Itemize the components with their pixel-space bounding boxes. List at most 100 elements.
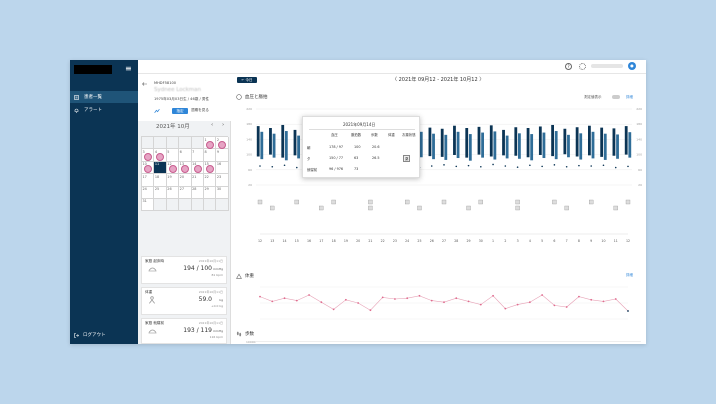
- x-tick-label: 4: [529, 239, 531, 243]
- calendar-day-26[interactable]: 26: [166, 186, 180, 199]
- reading-card-weight[interactable]: 体重 2021年10月11日 59.0 kg +0.0 kg: [141, 287, 227, 315]
- calendar-day-2[interactable]: 2: [216, 137, 229, 150]
- calendar-day-18[interactable]: 18: [154, 174, 167, 187]
- menu-icon[interactable]: ≡: [125, 64, 132, 73]
- x-tick-label: 7: [566, 239, 568, 243]
- patient-name: Sydnee Lockman: [154, 87, 201, 93]
- person-icon: [149, 296, 155, 304]
- pill-marker: [625, 199, 631, 205]
- calendar-day-6[interactable]: 6: [179, 149, 192, 162]
- calendar-day-9[interactable]: 9: [216, 149, 229, 162]
- calendar-cell-empty: [166, 198, 180, 212]
- x-tick-label: 10: [601, 239, 605, 243]
- weight-point: [295, 299, 298, 302]
- weight-point: [492, 294, 494, 297]
- sidebar-item-patients[interactable]: 患者一覧: [70, 91, 138, 103]
- sidebar-item-alerts[interactable]: アラート: [70, 104, 138, 116]
- date-range[interactable]: 〈 2021年 09月12 - 2021年 10月12 〉: [392, 77, 485, 83]
- x-tick-label: 3: [517, 239, 519, 243]
- pill-marker: [270, 205, 275, 211]
- calendar-day-16[interactable]: 16: [216, 161, 229, 175]
- x-tick-label: 5: [541, 239, 543, 243]
- x-tick-label: 17: [319, 239, 323, 243]
- weight-point: [479, 303, 482, 306]
- bar-morning: [551, 124, 554, 157]
- calendar-cell-empty: [179, 198, 192, 212]
- calendar-day-24[interactable]: 24: [142, 186, 155, 199]
- calendar-day-23[interactable]: 23: [216, 174, 229, 187]
- pulse-point: [541, 165, 543, 168]
- y-tick-label: 20: [248, 183, 252, 187]
- x-tick-label: 25: [417, 239, 421, 243]
- weight-point: [553, 304, 556, 307]
- calendar-day-5[interactable]: 5: [166, 149, 180, 162]
- calendar-day-21[interactable]: 21: [191, 174, 204, 187]
- calendar-day-3[interactable]: 3: [142, 149, 155, 162]
- bp-toggle[interactable]: [612, 95, 620, 99]
- bar-morning: [256, 126, 260, 157]
- bp-detail-link[interactable]: 詳細: [626, 95, 633, 99]
- calendar-day-29[interactable]: 29: [203, 186, 217, 199]
- chart-mode-icon[interactable]: [154, 108, 160, 114]
- pulse-point: [529, 164, 531, 167]
- calendar-day-12[interactable]: 12: [166, 161, 180, 175]
- calendar-day-15[interactable]: 15: [203, 161, 217, 175]
- card-title: 家庭 就寝前: [145, 321, 165, 325]
- calendar-day-31[interactable]: 31: [142, 198, 155, 212]
- card-sub: 81 bpm: [211, 273, 223, 277]
- calendar-day-10[interactable]: 10: [142, 161, 155, 175]
- bar-evening: [468, 134, 472, 161]
- card-unit: kg: [219, 298, 223, 302]
- calendar-day-1[interactable]: 1: [203, 137, 217, 150]
- refresh-icon[interactable]: [579, 63, 586, 70]
- reading-card-morning[interactable]: 家庭 起床時 2021年10月11日 194 / 100 mmHg 81 bpm: [141, 256, 227, 284]
- calendar-day-17[interactable]: 17: [142, 174, 155, 187]
- weight-detail-link[interactable]: 詳細: [626, 273, 633, 277]
- calendar-day-13[interactable]: 13: [179, 161, 192, 175]
- avatar[interactable]: ●: [628, 62, 636, 70]
- calendar-day-30[interactable]: 30: [216, 186, 229, 199]
- tooltip-row-pulse: 100: [354, 145, 361, 149]
- calendar-day-25[interactable]: 25: [154, 186, 167, 199]
- calendar-next-button[interactable]: ›: [222, 122, 225, 128]
- weight-point: [332, 308, 335, 311]
- calendar-day-22[interactable]: 22: [203, 174, 217, 187]
- card-date: 2021年10月11日: [198, 321, 223, 325]
- calendar-day-28[interactable]: 28: [191, 186, 204, 199]
- weight-point: [259, 295, 261, 298]
- pulse-point: [443, 164, 445, 166]
- pill-marker: [613, 205, 618, 211]
- help-icon[interactable]: ?: [565, 63, 572, 70]
- pill-marker: [466, 205, 471, 211]
- calendar-prev-button[interactable]: ‹: [211, 122, 214, 128]
- calendar-day-11[interactable]: 11: [154, 161, 167, 175]
- calendar-day-8[interactable]: 8: [203, 149, 217, 162]
- calendar-day-14[interactable]: 14: [191, 161, 204, 175]
- calendar-day-19[interactable]: 19: [166, 174, 180, 187]
- sidebar: ≡ 患者一覧 アラート ログアウト: [70, 60, 138, 344]
- weight-point: [541, 294, 544, 296]
- weight-point: [528, 301, 531, 304]
- patient-panel: MHDF58100 Sydnee Lockman 1975年03月03日生 / …: [138, 74, 231, 344]
- calendar-day-4[interactable]: 4: [154, 149, 167, 162]
- x-tick-label: 2: [504, 239, 506, 243]
- pill-marker: [368, 205, 373, 211]
- period-option[interactable]: 週期を見る: [191, 108, 209, 112]
- calendar-day-7[interactable]: 7: [191, 149, 204, 162]
- bar-morning: [563, 128, 567, 155]
- today-button[interactable]: ← 今日: [237, 77, 257, 83]
- calendar-day-20[interactable]: 20: [179, 174, 192, 187]
- main-content: ← 今日 〈 2021年 09月12 - 2021年 10月12 〉 血圧と脈拍…: [232, 74, 646, 344]
- pulse-point: [614, 166, 617, 169]
- reading-card-night[interactable]: 家庭 就寝前 2021年10月11日 193 / 119 mmHg 116 bp…: [141, 318, 227, 344]
- calendar-day-27[interactable]: 27: [179, 186, 192, 199]
- patient-info: 1975年03月03日生 / 46歳 / 男性: [154, 97, 210, 101]
- weight-point: [455, 297, 458, 300]
- period-button[interactable]: 指定: [172, 108, 188, 114]
- x-tick-label: 22: [381, 239, 385, 243]
- logout-button[interactable]: ログアウト: [74, 332, 106, 338]
- bar-evening: [493, 131, 497, 160]
- back-arrow-icon[interactable]: [142, 82, 147, 86]
- x-tick-label: 27: [442, 239, 446, 243]
- weight-point: [443, 301, 445, 304]
